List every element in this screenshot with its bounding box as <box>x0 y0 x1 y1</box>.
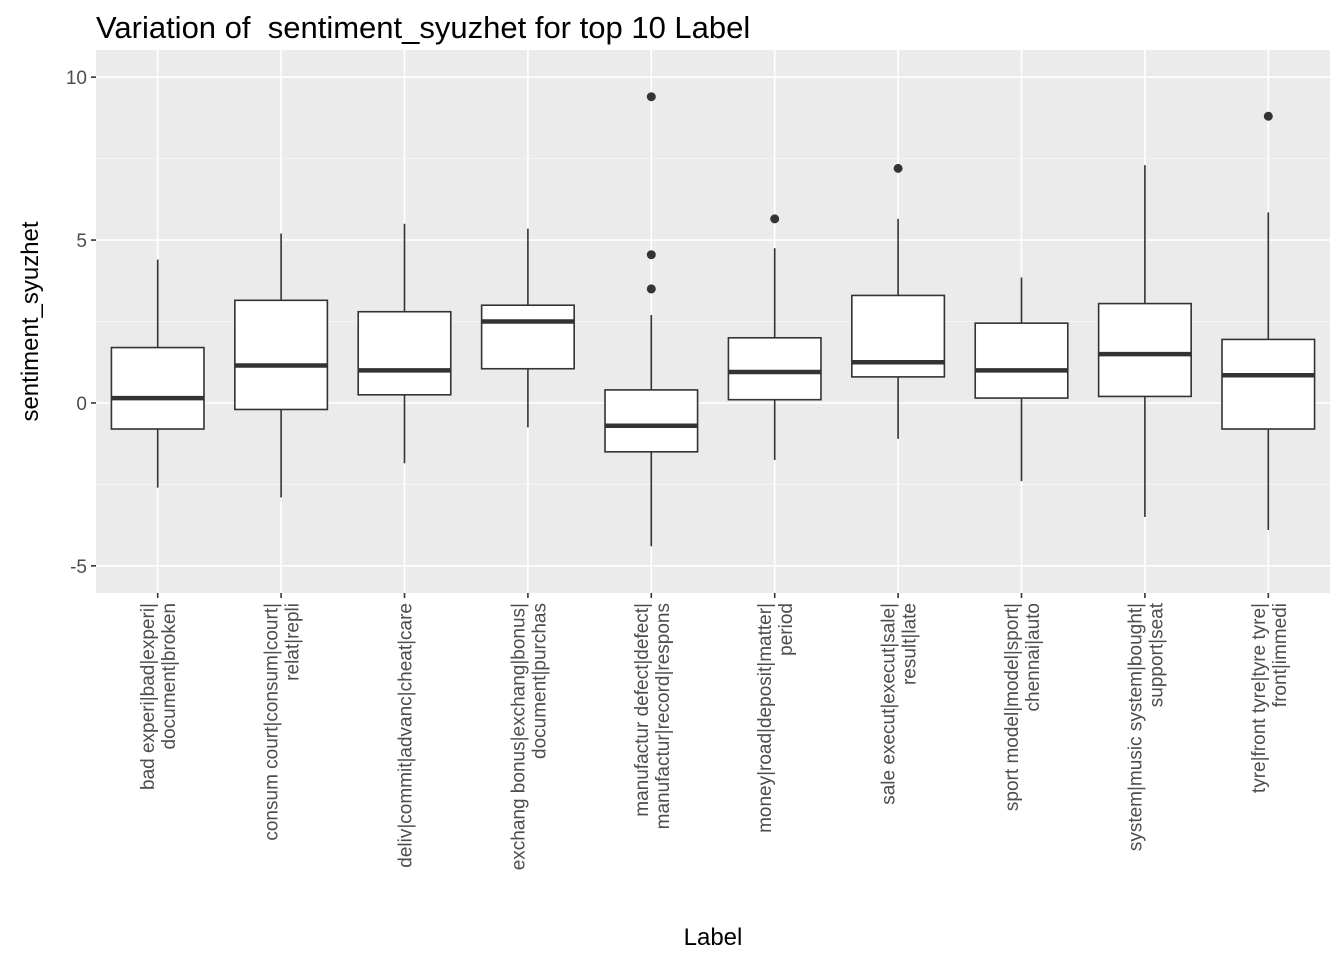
outlier-point <box>770 214 780 224</box>
x-tick-label: chennai|auto <box>1023 603 1044 711</box>
x-tick-label: manufactur|record|respons <box>653 603 674 829</box>
box-iqr <box>357 310 452 396</box>
x-tick-label: document|purchas <box>529 603 550 759</box>
x-tick-label: tyre|front tyre|tyre tyre| <box>1249 603 1270 793</box>
box-iqr <box>480 304 575 370</box>
box-iqr <box>234 299 329 411</box>
box-10 <box>1221 111 1316 531</box>
x-tick-label: money|road|deposit|matter| <box>755 603 776 833</box>
box-9 <box>1097 165 1192 517</box>
box-8 <box>974 277 1069 482</box>
box-4 <box>480 228 575 428</box>
box-iqr <box>727 336 822 401</box>
box-2 <box>234 233 329 498</box>
box-3 <box>357 223 452 464</box>
box-iqr <box>1097 302 1192 398</box>
y-tick-label: 10 <box>66 68 87 89</box>
y-tick-label: -5 <box>70 557 87 578</box>
box-iqr <box>974 322 1069 399</box>
outlier-point <box>893 163 903 173</box>
x-tick-label: period <box>776 603 797 656</box>
box-iqr <box>604 389 699 453</box>
x-tick-label: relat|repli <box>283 603 304 681</box>
outlier-point <box>646 284 656 294</box>
x-tick-label: result|late <box>900 603 921 685</box>
outlier-point <box>1263 111 1273 121</box>
x-axis-ticks: bad experi|bad|experi| document|broken con… <box>138 593 1291 870</box>
x-tick-label: manufactur defect|defect| <box>632 603 653 817</box>
box-layer <box>110 92 1316 547</box>
x-tick-label: support|seat <box>1146 602 1167 707</box>
outlier-point <box>646 250 656 260</box>
y-axis-ticks: -5 0 5 10 <box>66 68 96 578</box>
box-1 <box>110 259 205 488</box>
x-tick-label: deliv|commit|advanc|cheat|care <box>396 603 417 868</box>
x-tick-label: sale execut|execut|sale| <box>879 603 900 805</box>
x-tick-label: sport model|model|sport| <box>1002 603 1023 811</box>
box-iqr <box>110 346 205 430</box>
box-5 <box>604 92 699 547</box>
box-iqr <box>1221 338 1316 430</box>
box-7 <box>851 163 946 439</box>
x-tick-label: bad experi|bad|experi| <box>138 603 159 790</box>
x-tick-label: front|immedi <box>1270 603 1291 707</box>
y-tick-label: 0 <box>76 394 87 415</box>
x-tick-label: system|music system|bought| <box>1125 603 1146 851</box>
outlier-point <box>646 92 656 102</box>
x-tick-label: exchang bonus|exchang|bonus| <box>508 603 529 870</box>
chart-title: Variation of sentiment_syuzhet for top 1… <box>96 10 751 45</box>
y-tick-label: 5 <box>76 231 87 252</box>
box-iqr <box>851 294 946 378</box>
box-6 <box>727 214 822 460</box>
x-tick-label: consum court|consum|court| <box>262 603 283 841</box>
x-tick-label: document|broken <box>159 603 180 749</box>
y-axis-title: sentiment_syuzhet <box>17 221 44 421</box>
x-axis-title: Label <box>684 924 743 951</box>
